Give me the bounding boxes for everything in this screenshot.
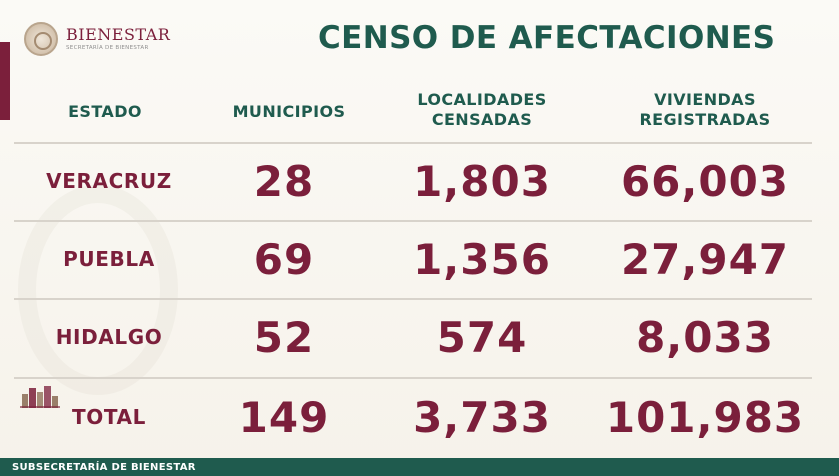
left-accent-bar xyxy=(0,42,10,120)
total-label: TOTAL xyxy=(72,405,146,429)
row-viviendas: 27,947 xyxy=(620,234,790,284)
page-title: CENSO DE AFECTACIONES xyxy=(318,20,776,56)
row-municipios: 69 xyxy=(253,234,315,284)
divider xyxy=(14,220,812,222)
row-municipios: 52 xyxy=(253,312,315,362)
table-row-veracruz: VERACRUZ 28 1,803 66,003 xyxy=(0,150,839,212)
row-localidades: 574 xyxy=(436,312,528,362)
brand-text: BIENESTAR SECRETARÍA DE BIENESTAR xyxy=(66,25,171,52)
brand-name: BIENESTAR xyxy=(66,25,171,44)
row-viviendas: 8,033 xyxy=(636,312,774,362)
city-skyline-icon xyxy=(20,386,60,408)
row-estado: VERACRUZ xyxy=(46,169,172,193)
row-localidades: 1,356 xyxy=(413,234,551,284)
header-line: CENSADAS xyxy=(431,110,533,129)
row-viviendas: 66,003 xyxy=(620,156,790,206)
divider xyxy=(14,142,812,144)
total-municipios: 149 xyxy=(238,392,330,442)
header-line: REGISTRADAS xyxy=(639,110,771,129)
footer-bar: SUBSECRETARÍA DE BIENESTAR xyxy=(0,458,839,476)
seal-icon xyxy=(24,22,58,56)
header-estado: ESTADO xyxy=(68,102,142,121)
row-estado: PUEBLA xyxy=(63,247,155,271)
header-viviendas: VIVIENDAS REGISTRADAS xyxy=(610,90,800,130)
table-header: ESTADO MUNICIPIOS LOCALIDADES CENSADAS VI… xyxy=(0,90,839,136)
row-estado: HIDALGO xyxy=(55,325,163,349)
total-localidades: 3,733 xyxy=(413,392,551,442)
header-localidades: LOCALIDADES CENSADAS xyxy=(392,90,572,130)
table-row-puebla: PUEBLA 69 1,356 27,947 xyxy=(0,228,839,290)
table-row-hidalgo: HIDALGO 52 574 8,033 xyxy=(0,306,839,368)
total-viviendas: 101,983 xyxy=(605,392,805,442)
brand-logo: BIENESTAR SECRETARÍA DE BIENESTAR xyxy=(24,22,170,56)
header-line: LOCALIDADES xyxy=(417,90,547,109)
footer-label: SUBSECRETARÍA DE BIENESTAR xyxy=(12,461,196,473)
row-localidades: 1,803 xyxy=(413,156,551,206)
divider xyxy=(14,298,812,300)
divider xyxy=(14,377,812,379)
header-municipios: MUNICIPIOS xyxy=(232,102,346,121)
table-row-total: TOTAL 149 3,733 101,983 xyxy=(0,386,839,448)
brand-subtitle: SECRETARÍA DE BIENESTAR xyxy=(66,45,149,51)
row-municipios: 28 xyxy=(253,156,315,206)
header-line: VIVIENDAS xyxy=(654,90,756,109)
